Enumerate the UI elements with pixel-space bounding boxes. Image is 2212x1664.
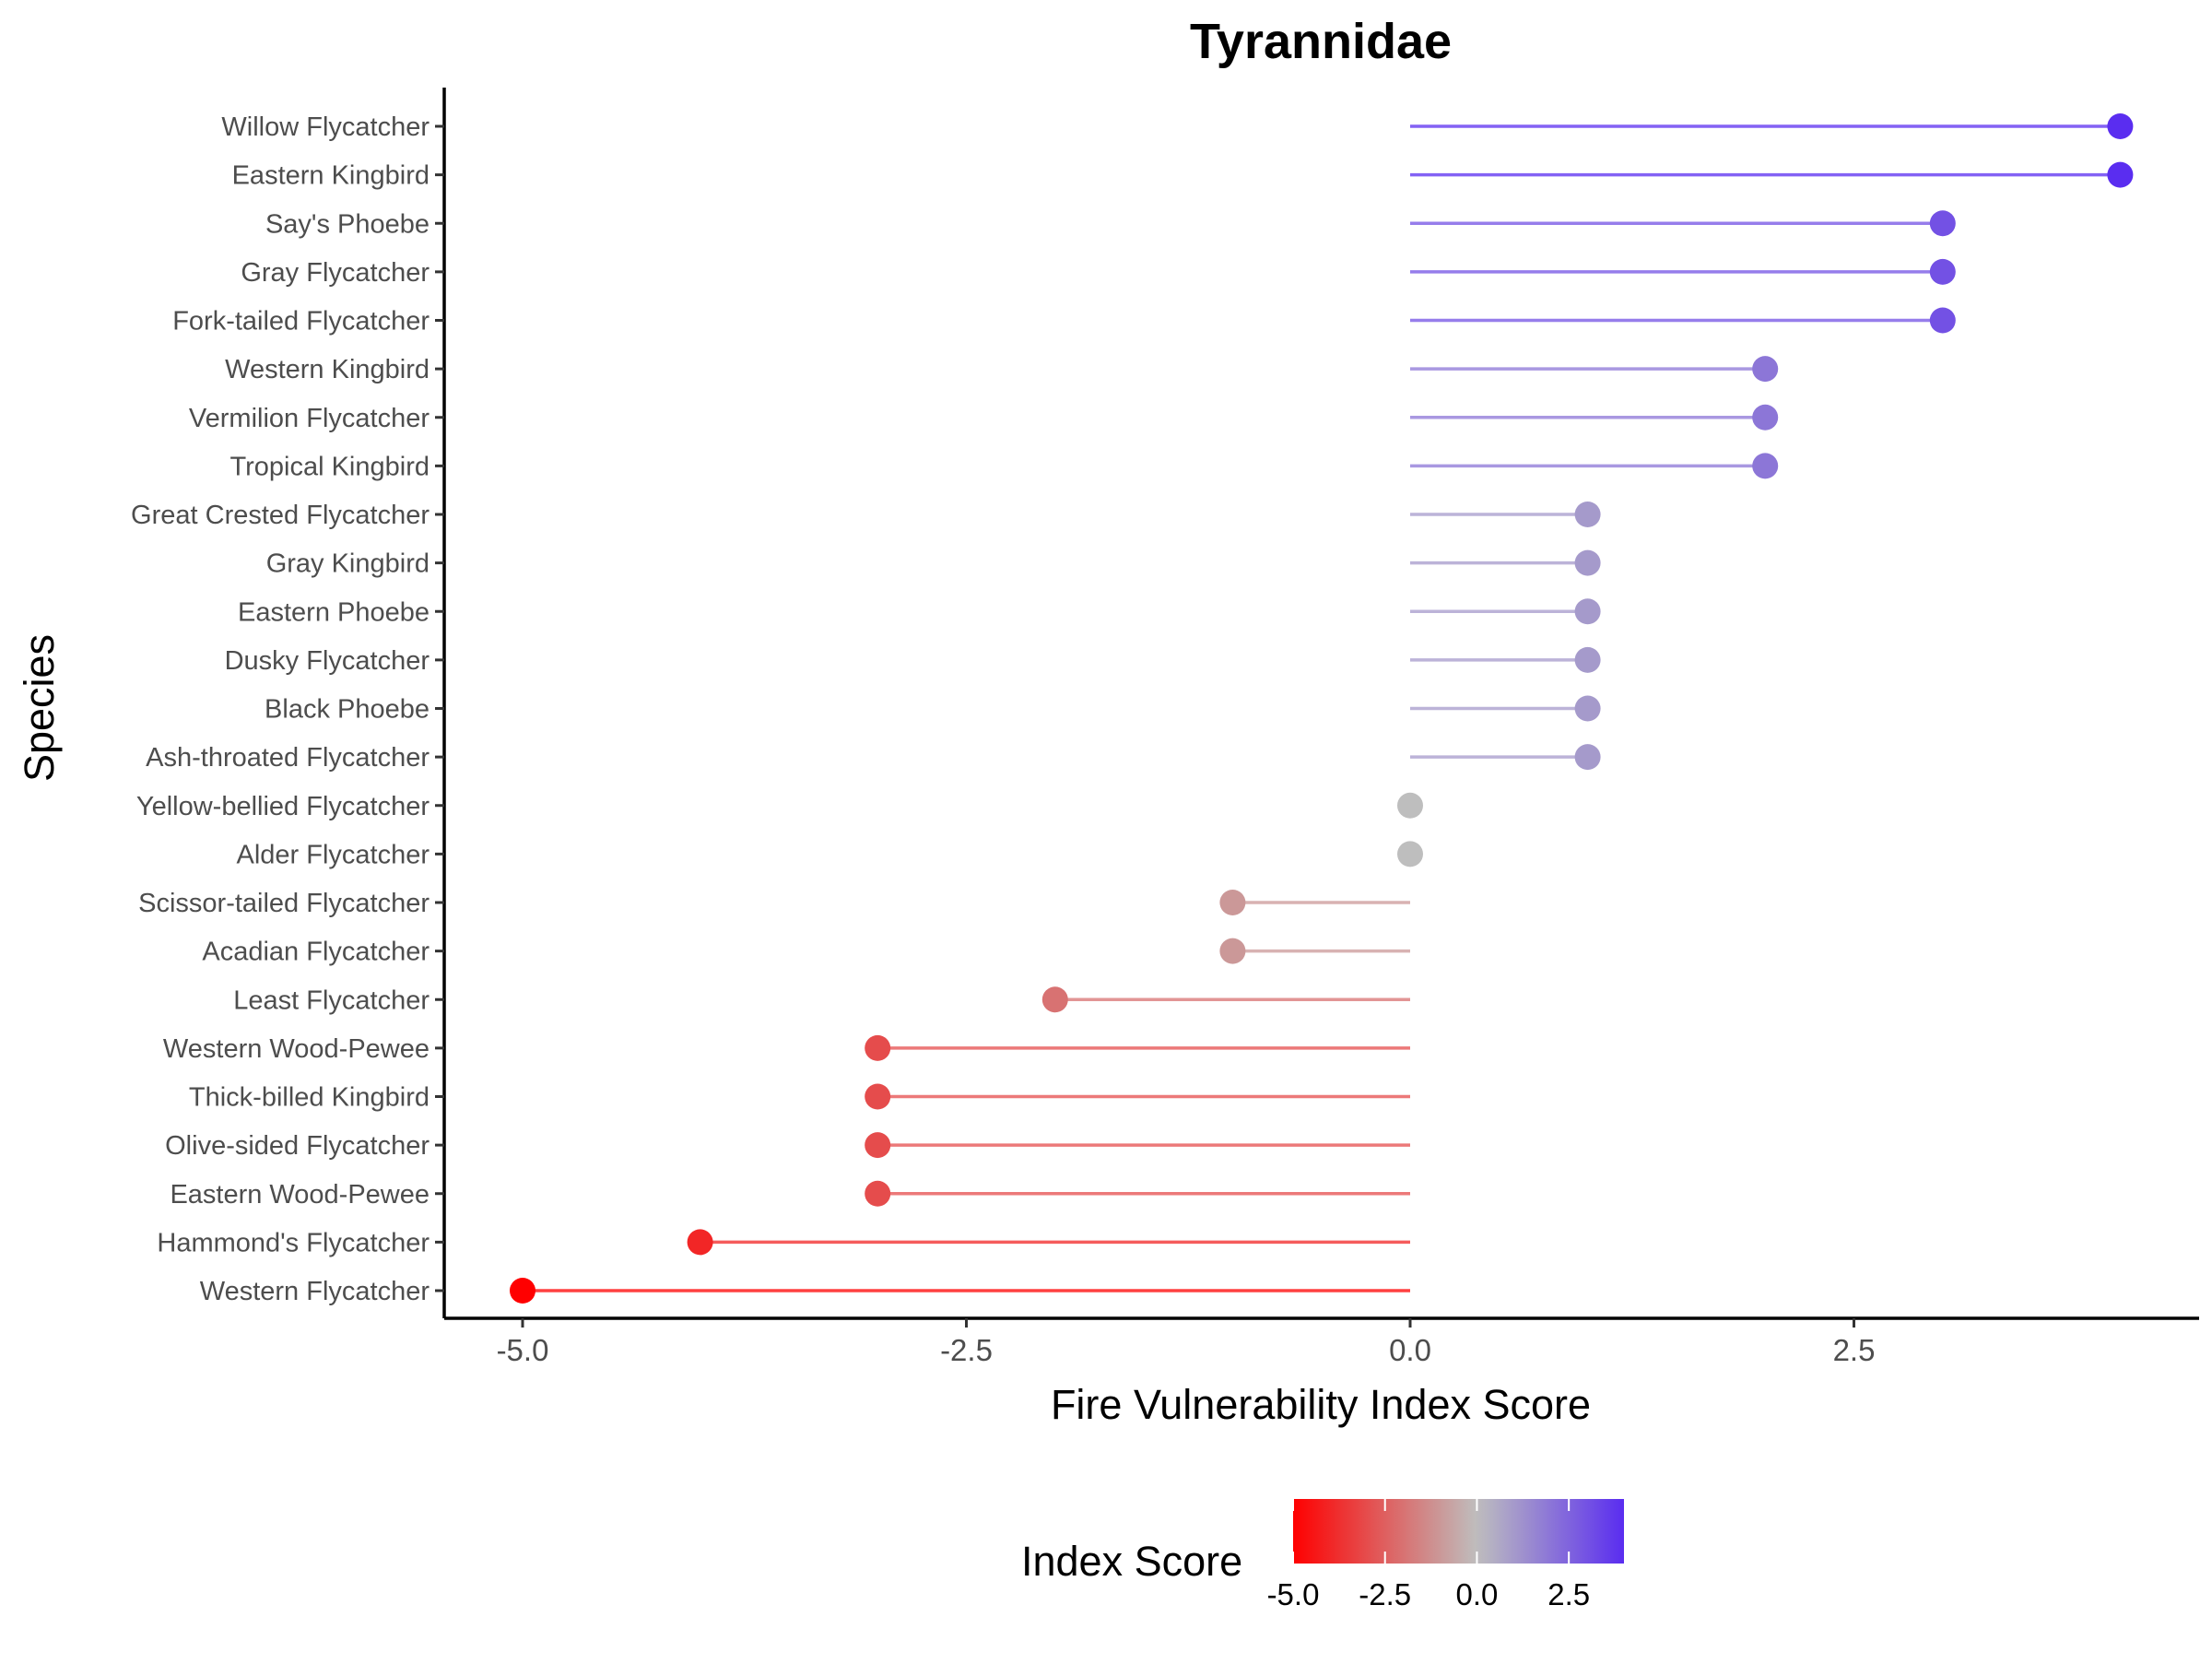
- point-20: [865, 1083, 891, 1110]
- y-tick-label: Tropical Kingbird: [229, 452, 429, 481]
- y-tick-label: Western Flycatcher: [200, 1277, 430, 1306]
- y-tick-label: Olive-sided Flycatcher: [165, 1131, 429, 1161]
- lollipop-stems: [523, 124, 2121, 1292]
- lollipop-points: [510, 113, 2134, 1304]
- point-4: [1929, 307, 1956, 334]
- point-13: [1574, 744, 1601, 771]
- point-19: [865, 1034, 891, 1061]
- y-tick-label: Willow Flycatcher: [221, 112, 429, 142]
- point-1: [2107, 161, 2134, 188]
- point-2: [1929, 210, 1956, 237]
- point-10: [1574, 598, 1601, 625]
- y-tick-label: Scissor-tailed Flycatcher: [138, 889, 429, 918]
- point-12: [1574, 695, 1601, 722]
- point-8: [1574, 502, 1601, 527]
- x-tick-label: -2.5: [940, 1333, 993, 1367]
- y-tick-label: Thick-billed Kingbird: [189, 1083, 429, 1113]
- point-9: [1574, 549, 1601, 576]
- point-22: [865, 1180, 891, 1207]
- y-tick-label: Yellow-bellied Flycatcher: [136, 792, 429, 821]
- y-tick-label: Eastern Phoebe: [238, 597, 429, 627]
- point-6: [1752, 404, 1779, 431]
- color-legend: Index Score -5.0 -2.5 0.0 2.5: [1021, 1499, 1624, 1611]
- legend-colorbar: [1293, 1499, 1624, 1564]
- point-24: [510, 1278, 535, 1304]
- legend-tick-label: -2.5: [1359, 1577, 1411, 1611]
- axes: [442, 88, 2199, 1320]
- point-15: [1397, 841, 1423, 867]
- y-axis-title: Species: [16, 634, 63, 782]
- point-3: [1929, 258, 1956, 285]
- y-tick-label: Black Phoebe: [265, 695, 429, 725]
- point-21: [865, 1132, 891, 1159]
- y-tick-label: Vermilion Flycatcher: [189, 404, 429, 433]
- point-23: [687, 1229, 713, 1256]
- x-tick-label: -5.0: [497, 1333, 549, 1367]
- y-tick-label: Say's Phoebe: [265, 209, 429, 239]
- y-axis-ticks: Willow Flycatcher Eastern Kingbird Say's P…: [131, 112, 444, 1306]
- y-tick-label: Gray Kingbird: [266, 549, 429, 579]
- y-tick-label: Eastern Kingbird: [232, 161, 429, 191]
- y-tick-label: Great Crested Flycatcher: [131, 501, 429, 530]
- point-17: [1219, 938, 1246, 964]
- point-7: [1752, 453, 1779, 479]
- point-5: [1752, 356, 1779, 383]
- y-tick-label: Fork-tailed Flycatcher: [172, 307, 429, 336]
- legend-title: Index Score: [1021, 1538, 1242, 1585]
- x-tick-label: 2.5: [1833, 1333, 1876, 1367]
- point-18: [1041, 986, 1068, 1013]
- y-tick-label: Western Kingbird: [225, 355, 429, 384]
- x-axis-ticks: -5.0 -2.5 0.0 2.5: [497, 1318, 1876, 1367]
- x-axis-title: Fire Vulnerability Index Score: [1051, 1381, 1591, 1428]
- y-tick-label: Dusky Flycatcher: [225, 646, 430, 676]
- y-tick-label: Acadian Flycatcher: [202, 938, 429, 967]
- legend-tick-label: 2.5: [1547, 1577, 1590, 1611]
- y-tick-label: Ash-throated Flycatcher: [146, 743, 429, 773]
- y-tick-label: Hammond's Flycatcher: [157, 1228, 429, 1257]
- legend-tick-label: 0.0: [1456, 1577, 1499, 1611]
- x-tick-label: 0.0: [1389, 1333, 1431, 1367]
- y-tick-label: Western Wood-Pewee: [163, 1034, 429, 1064]
- y-tick-label: Eastern Wood-Pewee: [170, 1180, 429, 1210]
- point-16: [1219, 890, 1246, 915]
- point-11: [1574, 646, 1601, 673]
- y-tick-label: Alder Flycatcher: [236, 840, 429, 869]
- y-tick-label: Gray Flycatcher: [241, 258, 429, 288]
- legend-tick-label: -5.0: [1267, 1577, 1320, 1611]
- chart-title: Tyrannidae: [1190, 14, 1452, 69]
- point-0: [2107, 113, 2134, 139]
- y-tick-label: Least Flycatcher: [233, 985, 429, 1015]
- point-14: [1397, 792, 1423, 819]
